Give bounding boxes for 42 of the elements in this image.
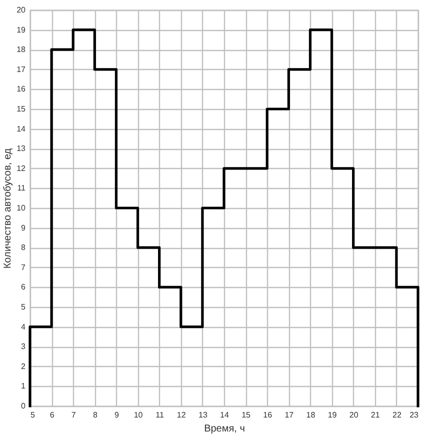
x-tick-label: 5 (30, 410, 36, 420)
x-tick-label: 8 (92, 410, 98, 420)
y-tick-label: 18 (16, 45, 26, 54)
y-tick-label: 14 (16, 124, 26, 134)
x-axis-title: Время, ч (204, 424, 245, 434)
x-tick-label: 14 (220, 410, 230, 420)
x-tick-label: 15 (242, 410, 252, 420)
x-tick-label: 9 (114, 410, 120, 420)
x-tick-label: 11 (156, 410, 165, 420)
y-tick-label: 3 (21, 342, 26, 352)
y-tick-label: 9 (21, 223, 26, 232)
x-tick-label: 23 (410, 410, 420, 420)
x-tick-label: 12 (176, 410, 186, 420)
x-tick-label: 13 (198, 410, 208, 420)
x-tick-label: 21 (370, 410, 380, 420)
y-tick-label: 13 (16, 144, 26, 154)
x-tick-label: 6 (50, 410, 55, 420)
y-tick-label: 17 (16, 64, 26, 74)
y-tick-label: 7 (21, 262, 26, 272)
y-tick-label: 4 (21, 322, 26, 332)
y-tick-label: 10 (16, 204, 26, 212)
y-tick-label: 16 (16, 84, 26, 94)
x-tick-label: 19 (328, 410, 338, 420)
y-tick-label: 12 (16, 164, 26, 173)
y-tick-label: 1 (21, 382, 26, 391)
y-tick-label: 2 (21, 362, 26, 371)
y-tick-label: 5 (21, 302, 26, 312)
y-tick-label: 15 (16, 104, 26, 114)
x-tick-label: 10 (134, 410, 144, 420)
y-axis-title: Количество автобусов, ед (2, 148, 14, 269)
y-tick-label: 0 (21, 402, 26, 410)
y-tick-label: 11 (17, 184, 26, 193)
x-tick-label: 22 (392, 410, 402, 420)
x-tick-label: 18 (306, 410, 316, 420)
x-tick-label: 20 (349, 410, 359, 420)
x-tick-label: 7 (71, 410, 76, 420)
x-tick-label: 17 (284, 410, 294, 420)
y-tick-label: 6 (21, 282, 26, 292)
x-tick-label: 16 (263, 410, 273, 420)
y-tick-label: 19 (16, 25, 26, 34)
y-tick-label: 20 (16, 6, 26, 14)
y-tick-label: 8 (21, 243, 26, 252)
